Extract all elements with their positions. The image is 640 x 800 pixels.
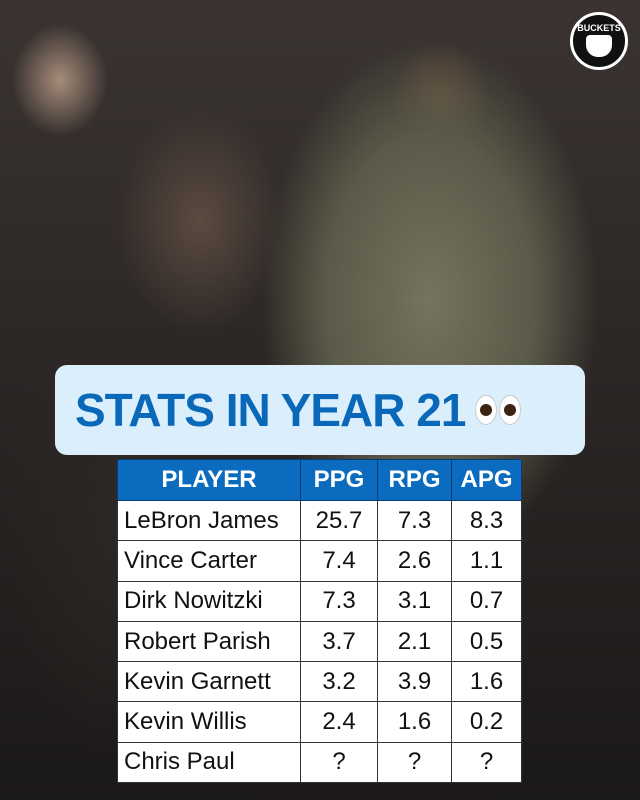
player-name: Dirk Nowitzki [117, 580, 301, 622]
ppg-cell: 7.4 [300, 540, 378, 582]
title: STATS IN YEAR 21 [75, 384, 466, 436]
stats-table: PLAYER PPG RPG APG LeBron James 25.7 7.3 8.… [117, 459, 522, 784]
table-row: Vince Carter 7.4 2.6 1.1 [117, 540, 522, 582]
rpg-cell: 1.6 [377, 701, 452, 743]
basketball-icon [586, 35, 612, 57]
player-name: Kevin Garnett [117, 661, 301, 703]
header-ppg: PPG [300, 459, 378, 501]
table-row: Kevin Garnett 3.2 3.9 1.6 [117, 661, 522, 703]
rpg-cell: 3.9 [377, 661, 452, 703]
apg-cell: 8.3 [451, 499, 522, 542]
buckets-logo: BUCKETS [570, 12, 628, 70]
table-row: LeBron James 25.7 7.3 8.3 [117, 499, 522, 542]
player-name: Robert Parish [117, 620, 301, 663]
ppg-cell: 2.4 [300, 701, 378, 743]
apg-cell: 0.7 [451, 580, 522, 622]
table-header: PLAYER PPG RPG APG [117, 459, 522, 501]
player-name: LeBron James [117, 499, 301, 542]
player-name: Vince Carter [117, 540, 301, 582]
ppg-cell: ? [300, 741, 378, 784]
header-rpg: RPG [377, 459, 452, 501]
apg-cell: 1.1 [451, 540, 522, 582]
rpg-cell: 3.1 [377, 580, 452, 622]
rpg-cell: ? [377, 741, 452, 784]
title-banner: STATS IN YEAR 21 [55, 365, 585, 455]
table-row: Kevin Willis 2.4 1.6 0.2 [117, 701, 522, 743]
eyes-emoji-icon [475, 395, 522, 425]
ppg-cell: 3.7 [300, 620, 378, 663]
table-row: Dirk Nowitzki 7.3 3.1 0.7 [117, 580, 522, 622]
rpg-cell: 2.1 [377, 620, 452, 663]
rpg-cell: 7.3 [377, 499, 452, 542]
rpg-cell: 2.6 [377, 540, 452, 582]
header-apg: APG [451, 459, 522, 501]
table-row: Robert Parish 3.7 2.1 0.5 [117, 620, 522, 663]
apg-cell: 0.2 [451, 701, 522, 743]
apg-cell: ? [451, 741, 522, 784]
ppg-cell: 7.3 [300, 580, 378, 622]
ppg-cell: 25.7 [300, 499, 378, 542]
apg-cell: 1.6 [451, 661, 522, 703]
apg-cell: 0.5 [451, 620, 522, 663]
table-row: Chris Paul??? [117, 741, 522, 784]
player-name: Chris Paul [117, 741, 301, 784]
header-player: PLAYER [117, 459, 301, 501]
ppg-cell: 3.2 [300, 661, 378, 703]
player-name: Kevin Willis [117, 701, 301, 743]
